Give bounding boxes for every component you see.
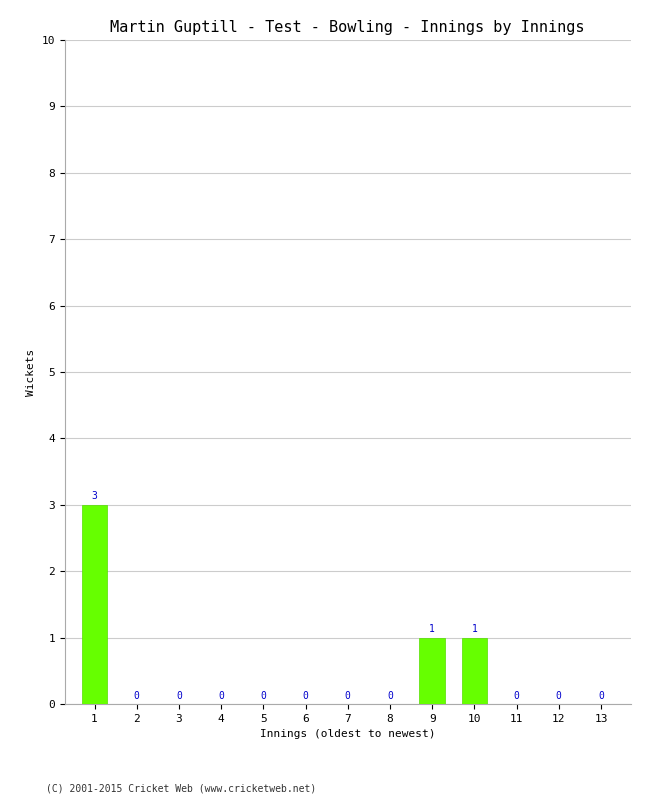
Text: 0: 0 [556,691,562,702]
Text: 0: 0 [303,691,309,702]
Text: 0: 0 [514,691,519,702]
Bar [419,638,445,704]
Text: 0: 0 [261,691,266,702]
Text: 0: 0 [134,691,140,702]
Bar [82,505,107,704]
Y-axis label: Wickets: Wickets [26,348,36,396]
Text: (C) 2001-2015 Cricket Web (www.cricketweb.net): (C) 2001-2015 Cricket Web (www.cricketwe… [46,784,316,794]
X-axis label: Innings (oldest to newest): Innings (oldest to newest) [260,730,436,739]
Title: Martin Guptill - Test - Bowling - Innings by Innings: Martin Guptill - Test - Bowling - Inning… [111,20,585,34]
Text: 0: 0 [218,691,224,702]
Text: 0: 0 [598,691,604,702]
Text: 0: 0 [176,691,182,702]
Text: 3: 3 [92,491,98,501]
Text: 1: 1 [429,624,435,634]
Text: 0: 0 [387,691,393,702]
Bar [462,638,487,704]
Text: 0: 0 [344,691,351,702]
Text: 1: 1 [471,624,477,634]
